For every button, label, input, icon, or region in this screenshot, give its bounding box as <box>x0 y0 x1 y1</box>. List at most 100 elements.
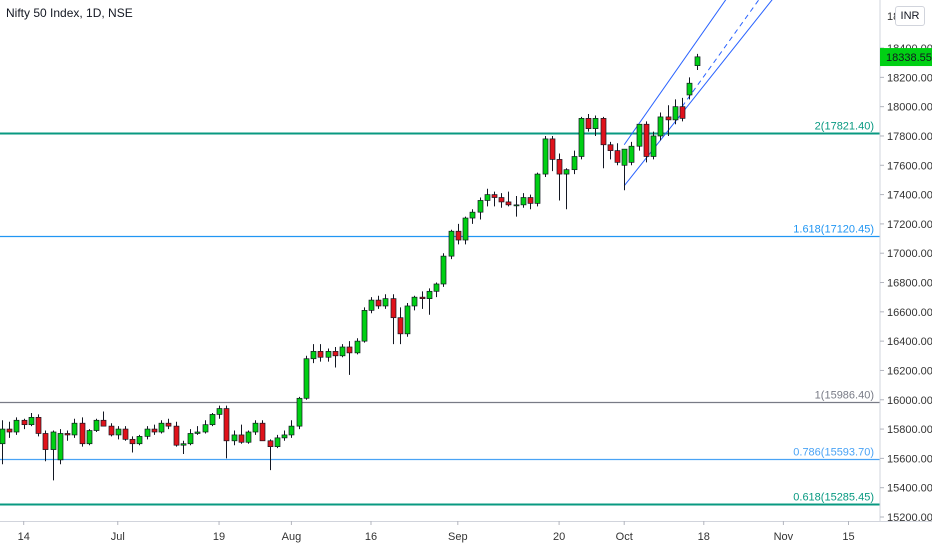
fibonacci-levels: 2(17821.40) 1.618(17120.45) 1(15986.40) 0.7… <box>0 121 880 506</box>
candle <box>397 307 404 345</box>
candle-up <box>694 56 701 66</box>
candle-up <box>245 431 252 443</box>
candle <box>419 291 426 309</box>
y-tick-label: 16200.00 <box>887 365 932 377</box>
candle <box>361 307 368 343</box>
candle-down <box>79 422 86 445</box>
x-tick-label: Jul <box>111 531 125 543</box>
candle <box>223 405 230 459</box>
candle-up <box>368 299 375 311</box>
trend-channel[interactable] <box>623 0 798 187</box>
candle-up <box>657 116 664 137</box>
candle-up <box>361 310 368 342</box>
y-tick-label: 16400.00 <box>887 336 932 348</box>
candle <box>238 424 245 444</box>
candle <box>86 429 93 446</box>
candle <box>527 194 534 210</box>
candle-up <box>187 433 194 445</box>
candle-up <box>180 443 187 446</box>
candle-up <box>115 428 122 436</box>
candle <box>571 150 578 175</box>
candle-down <box>505 201 512 206</box>
candle <box>469 209 476 224</box>
y-tick-label: 17200.00 <box>887 219 932 231</box>
y-tick-label: 18200.00 <box>887 72 932 84</box>
candle-up <box>354 340 361 354</box>
candle-down <box>607 144 614 151</box>
fib-label-1: 1(15986.40) <box>815 390 874 402</box>
fib-label-0.786: 0.786(15593.70) <box>793 447 874 459</box>
candles <box>0 53 701 481</box>
candle-up <box>86 430 93 445</box>
candle-up <box>672 106 679 121</box>
x-tick-label: Sep <box>448 531 468 543</box>
candle <box>600 116 607 169</box>
y-tick-label: 17400.00 <box>887 190 932 202</box>
candle <box>672 99 679 125</box>
candle-up <box>578 118 585 157</box>
candle <box>332 347 339 368</box>
candle <box>549 135 556 172</box>
y-tick-label: 17000.00 <box>887 248 932 260</box>
candle <box>607 141 614 160</box>
candle <box>158 420 165 434</box>
candle-up <box>310 351 317 360</box>
candle <box>665 105 672 136</box>
candle-down <box>100 419 107 427</box>
time-axis[interactable]: 14 Jul 19 Aug 16 Sep 20 Oct 18 Nov 15 <box>18 521 855 543</box>
candle <box>491 191 498 207</box>
candle-down <box>643 123 650 157</box>
candle <box>317 344 324 362</box>
candle-up <box>448 230 455 257</box>
candle <box>64 430 71 441</box>
candle <box>202 420 209 434</box>
candle <box>209 412 216 427</box>
candle <box>556 153 563 201</box>
candle-up <box>28 416 35 426</box>
candle <box>303 355 310 400</box>
candle-up <box>339 346 346 357</box>
price-axis[interactable]: 15200.00 15400.00 15600.00 15800.00 16000.00… <box>880 11 932 524</box>
candle <box>534 172 541 207</box>
candle <box>144 426 151 440</box>
candle-up <box>571 156 578 171</box>
candle-down <box>238 434 245 443</box>
candle <box>368 297 375 314</box>
candle <box>136 434 143 446</box>
candle <box>281 430 288 441</box>
candle <box>151 424 158 435</box>
last-price-tag: 18338.55 <box>880 48 932 67</box>
candle-down <box>549 138 556 160</box>
candle-down <box>419 296 426 299</box>
channel-mid-line <box>681 0 760 107</box>
candle <box>686 77 693 100</box>
x-tick-label: Oct <box>616 531 633 543</box>
candle <box>93 418 100 433</box>
x-tick-label: 14 <box>18 531 30 543</box>
candle <box>448 229 455 260</box>
y-tick-label: 16000.00 <box>887 395 932 407</box>
candle-down <box>332 351 339 357</box>
y-tick-label: 16800.00 <box>887 278 932 290</box>
candle-down <box>267 440 274 448</box>
candle-down <box>42 433 49 450</box>
candle-up <box>281 434 288 439</box>
candle <box>296 396 303 430</box>
candle-up <box>563 169 570 175</box>
candle-up <box>621 148 628 166</box>
candle <box>382 294 389 309</box>
candle <box>274 434 281 449</box>
candle-up <box>93 419 100 431</box>
candle-down <box>151 428 158 433</box>
candle-up <box>288 425 295 436</box>
candle-down <box>165 422 172 427</box>
candle <box>71 418 78 438</box>
candle <box>252 420 259 435</box>
candle-down <box>173 425 180 446</box>
candle <box>679 97 686 122</box>
candle <box>484 188 491 207</box>
currency-button[interactable]: INR <box>895 6 925 26</box>
y-tick-label: 15400.00 <box>887 483 932 495</box>
x-tick-label: 16 <box>365 531 377 543</box>
